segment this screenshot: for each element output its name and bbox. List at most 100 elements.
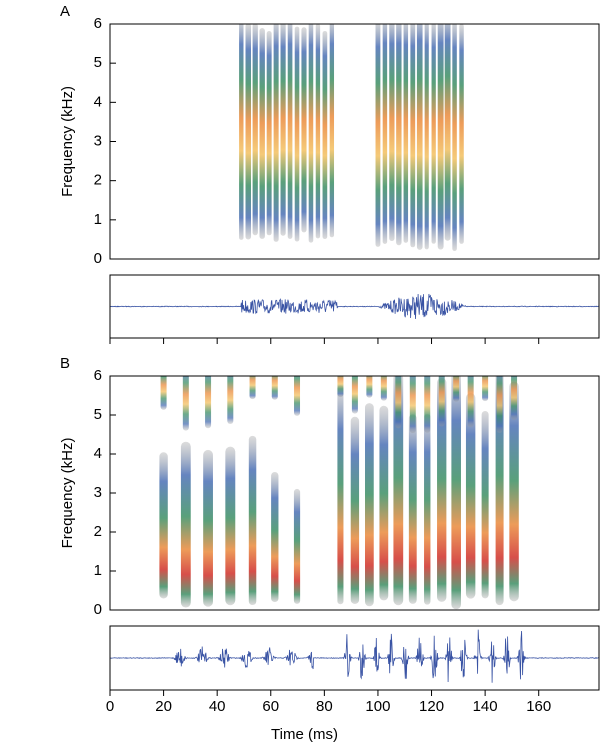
y-axis-label: Frequency (kHz) xyxy=(59,438,76,549)
spectrogram-stripe xyxy=(424,24,429,250)
plot-frame xyxy=(109,23,600,260)
y-tick-label: 6 xyxy=(94,367,102,384)
spectrogram-stripe xyxy=(495,376,504,606)
spectrogram-stripe xyxy=(337,376,344,398)
spectrogram-stripe xyxy=(482,376,489,402)
waveform xyxy=(109,293,599,320)
panel-label: A xyxy=(60,3,70,20)
spectrogram-stripe xyxy=(389,24,395,242)
y-tick-label: 3 xyxy=(94,484,102,501)
spectrogram-stripe xyxy=(308,24,314,243)
spectrogram-stripe xyxy=(395,376,402,429)
y-tick-label: 1 xyxy=(94,562,102,579)
waveform-frame xyxy=(109,274,600,339)
spectrogram-stripe xyxy=(379,405,389,601)
spectrogram-stripe xyxy=(451,376,461,610)
spectrogram-stripe xyxy=(227,376,234,424)
spectrogram-stripe xyxy=(273,24,279,242)
y-tick-label: 5 xyxy=(94,54,102,71)
spectrogram-stripe xyxy=(294,26,300,242)
spectrogram-stripe xyxy=(337,385,344,605)
spectrogram-stripe xyxy=(160,376,167,410)
spectrogram-stripe xyxy=(266,30,272,236)
spectrogram-stripe xyxy=(511,376,518,420)
spectrogram-stripe xyxy=(459,24,464,244)
spectrogram-stripe xyxy=(293,488,301,604)
spectrogram-stripe xyxy=(437,24,444,250)
spectrogram-stripe xyxy=(182,376,189,431)
spectrogram-stripe xyxy=(287,24,293,239)
x-tick-label: 0 xyxy=(106,698,114,715)
spectrogram-stripe xyxy=(380,376,387,401)
spectrogram-stripe xyxy=(365,403,374,607)
y-tick-label: 5 xyxy=(94,406,102,423)
spectrogram-stripe xyxy=(382,24,388,244)
x-tick-label: 100 xyxy=(365,698,390,715)
spectrogram-stripe xyxy=(329,24,335,238)
y-tick-label: 0 xyxy=(94,250,102,267)
y-tick-label: 3 xyxy=(94,132,102,149)
x-tick-label: 20 xyxy=(155,698,172,715)
spectrogram-stripe xyxy=(431,24,436,244)
spectrogram-stripe xyxy=(225,446,236,606)
spectrogram-stripe xyxy=(496,376,503,434)
spectrogram-stripe xyxy=(403,24,409,243)
spectrogram-stripe xyxy=(351,376,358,414)
spectrogram-stripe xyxy=(366,376,373,398)
x-axis-label: Time (ms) xyxy=(271,726,338,743)
x-tick-label: 80 xyxy=(316,698,333,715)
spectrogram-stripe xyxy=(249,376,256,400)
spectrogram-stripe xyxy=(259,28,265,239)
spectrogram-stripe xyxy=(424,376,431,433)
spectrogram-stripe xyxy=(481,410,489,599)
y-tick-label: 2 xyxy=(94,172,102,189)
y-tick-label: 4 xyxy=(94,93,102,110)
spectrogram-stripe xyxy=(245,24,252,240)
x-tick-label: 60 xyxy=(262,698,279,715)
spectrogram-stripe xyxy=(396,24,402,246)
spectrogram-stripe xyxy=(180,441,191,608)
spectrogram-stripe xyxy=(408,414,417,604)
spectrogram-stripe xyxy=(239,24,244,240)
spectrogram-stripe xyxy=(437,377,447,602)
spectrogram xyxy=(239,24,464,252)
spectrogram-stripe xyxy=(467,376,474,428)
spectrogram-stripe xyxy=(301,27,307,233)
spectrogram-stripe xyxy=(438,376,445,427)
spectrogram-stripe xyxy=(424,413,431,605)
y-tick-label: 2 xyxy=(94,523,102,540)
x-tick-label: 120 xyxy=(419,698,444,715)
spectrogram-stripe xyxy=(452,24,457,252)
x-tick-label: 40 xyxy=(209,698,226,715)
spectrogram-stripe xyxy=(248,435,257,606)
spectrogram-stripe xyxy=(453,376,460,402)
spectrogram-stripe xyxy=(322,30,328,240)
spectrogram-stripe xyxy=(444,24,451,241)
spectrogram-stripe xyxy=(315,24,321,239)
spectrogram-stripe xyxy=(203,449,213,607)
spectrogram-stripe xyxy=(350,416,360,604)
spectrogram-stripe xyxy=(509,381,519,602)
spectrogram-stripe xyxy=(252,24,258,236)
spectrogram-stripe xyxy=(280,24,286,236)
spectrogram-stripe xyxy=(465,393,476,599)
y-axis-label: Frequency (kHz) xyxy=(59,86,76,197)
spectrogram xyxy=(159,376,519,610)
y-tick-label: 4 xyxy=(94,445,102,462)
spectrogram-stripe xyxy=(271,471,279,603)
spectrogram-stripe xyxy=(205,376,212,429)
spectrogram-stripe xyxy=(294,376,301,416)
x-tick-label: 160 xyxy=(526,698,551,715)
spectrogram-stripe xyxy=(159,452,168,599)
x-tick-label: 140 xyxy=(473,698,498,715)
spectrogram-stripe xyxy=(416,24,423,250)
spectrogram-stripe xyxy=(393,376,404,606)
spectrogram-stripe xyxy=(409,376,416,434)
y-tick-label: 6 xyxy=(94,15,102,32)
y-tick-label: 0 xyxy=(94,601,102,618)
spectrogram-stripe xyxy=(410,24,416,248)
waveform xyxy=(109,629,599,683)
spectrogram-stripe xyxy=(271,376,278,400)
panel-label: B xyxy=(60,355,70,372)
